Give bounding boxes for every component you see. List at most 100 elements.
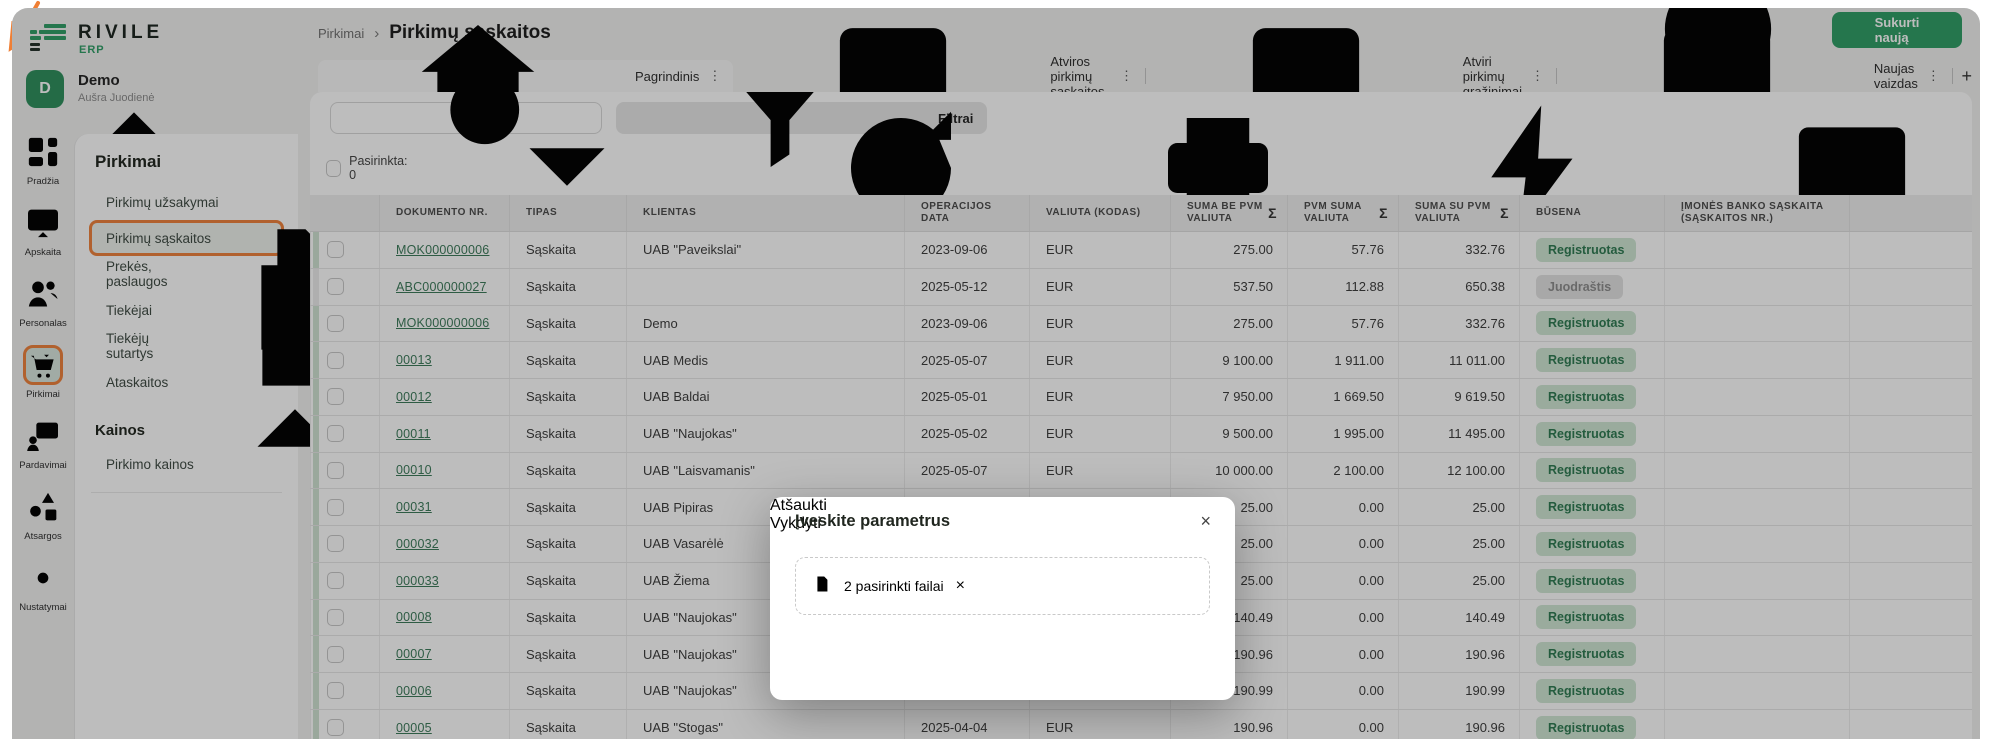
row-bank-cell <box>1664 709 1849 739</box>
document-link[interactable]: 00031 <box>396 500 432 515</box>
row-checkbox[interactable] <box>327 241 344 259</box>
header-suma-su-pvm[interactable]: SUMA SU PVM VALIUTA Σ <box>1398 195 1519 231</box>
document-link[interactable]: 000033 <box>396 573 439 588</box>
sidebar-item-prekes-paslaugos[interactable]: Prekės, paslaugos <box>89 256 284 292</box>
header-tipas[interactable]: TIPAS <box>509 195 626 231</box>
header-valiuta[interactable]: VALIUTA (KODAS) <box>1029 195 1170 231</box>
sidebar-item-tiekeju-sutartys[interactable]: Tiekėjų sutartys <box>89 328 284 364</box>
status-badge: Registruotas <box>1536 421 1637 446</box>
tab-kebab-icon[interactable]: ⋮ <box>1531 68 1545 83</box>
clear-files-icon[interactable]: × <box>955 577 965 594</box>
rail-item-pradzia[interactable]: Pradžia <box>12 126 74 197</box>
document-link[interactable]: 00013 <box>396 353 432 368</box>
row-net-cell: 275.00 <box>1170 305 1287 342</box>
close-icon[interactable]: × <box>1200 511 1211 531</box>
row-checkbox[interactable] <box>327 608 344 626</box>
add-tab-button[interactable]: + <box>1961 65 1973 86</box>
row-checkbox[interactable] <box>327 278 344 296</box>
sum-icon[interactable]: Σ <box>1379 205 1388 221</box>
tab-naujas-vaizdas[interactable]: Naujas vaizdas ⋮ <box>1557 60 1952 92</box>
document-link[interactable]: 000032 <box>396 536 439 551</box>
create-new-button[interactable]: Sukurti naują <box>1832 12 1962 48</box>
row-checkbox[interactable] <box>327 535 344 553</box>
header-suma-be-pvm[interactable]: SUMA BE PVM VALIUTA Σ <box>1170 195 1287 231</box>
sidebar-section-kainos[interactable]: Kainos <box>89 414 284 446</box>
document-link[interactable]: 00012 <box>396 389 432 404</box>
row-checkbox[interactable] <box>327 425 344 443</box>
row-status-cell: Registruotas <box>1519 599 1664 636</box>
rail-item-pardavimai[interactable]: Pardavimai <box>12 410 74 481</box>
table-toolbar: Pasirinkta: 0 Registruoti i.SAF <box>310 148 1972 188</box>
sidebar-item-tiekejai[interactable]: Tiekėjai <box>89 292 284 328</box>
rail-item-atsargos[interactable]: Atsargos <box>12 481 74 552</box>
tab-kebab-icon[interactable]: ⋮ <box>1119 68 1133 83</box>
header-pvm-suma[interactable]: PVM SUMA VALIUTA Σ <box>1287 195 1398 231</box>
header-operacijos-data[interactable]: OPERACIJOS DATA <box>904 195 1029 231</box>
table-row[interactable]: 00012 Sąskaita UAB Baldai 2025-05-01 EUR… <box>310 379 1972 416</box>
row-checkbox[interactable] <box>327 461 344 479</box>
row-filler-cell <box>1849 489 1972 525</box>
rail-item-pirkimai[interactable]: Pirkimai <box>12 339 74 410</box>
document-link[interactable]: MOK000000006 <box>396 316 490 331</box>
status-badge: Registruotas <box>1536 531 1637 556</box>
cancel-button[interactable]: Atšaukti <box>770 497 827 514</box>
table-row[interactable]: MOK000000006 Sąskaita UAB "Paveikslai" 2… <box>310 232 1972 269</box>
row-checkbox[interactable] <box>327 645 344 663</box>
sum-icon[interactable]: Σ <box>1500 205 1509 221</box>
workspace-switcher[interactable]: D Demo Aušra Juodienė <box>26 68 288 112</box>
header-klientas[interactable]: KLIENTAS <box>626 195 904 231</box>
document-link[interactable]: 00006 <box>396 683 432 698</box>
tab-separator <box>1556 68 1557 84</box>
header-busena[interactable]: BŪSENA <box>1519 195 1664 231</box>
header-bankas[interactable]: ĮMONĖS BANKO SĄSKAITA (SĄSKAITOS NR.) <box>1664 195 1849 231</box>
document-link[interactable]: 00011 <box>396 426 431 441</box>
table-row[interactable]: MOK000000006 Sąskaita Demo 2023-09-06 EU… <box>310 305 1972 343</box>
document-link[interactable]: 00008 <box>396 610 432 625</box>
header-dokumento-nr[interactable]: DOKUMENTO NR. <box>379 195 509 231</box>
sidebar-item-pirkimo-kainos[interactable]: Pirkimo kainos <box>89 446 284 482</box>
sidebar-item-pirkimu-saskaitos[interactable]: Pirkimų sąskaitos <box>89 220 284 256</box>
row-bank-cell <box>1664 673 1849 709</box>
sidebar-item-ataskaitos[interactable]: Ataskaitos <box>89 364 284 400</box>
status-badge: Registruotas <box>1536 458 1637 483</box>
row-checkbox[interactable] <box>327 351 344 369</box>
table-row[interactable]: 00013 Sąskaita UAB Medis 2025-05-07 EUR … <box>310 342 1972 379</box>
document-link[interactable]: 00010 <box>396 463 432 478</box>
table-row[interactable]: 00010 Sąskaita UAB "Laisvamanis" 2025-05… <box>310 452 1972 490</box>
rail-item-nustatymai[interactable]: Nustatymai <box>12 552 74 623</box>
select-all-checkbox[interactable] <box>326 159 342 177</box>
row-type-cell: Sąskaita <box>509 232 626 268</box>
row-checkbox[interactable] <box>327 314 344 332</box>
selection-control[interactable]: Pasirinkta: 0 <box>326 92 717 245</box>
tab-pagrindinis[interactable]: Pagrindinis ⋮ <box>318 60 734 92</box>
sidebar-item-label: Pirkimų sąskaitos <box>106 230 212 246</box>
sum-icon[interactable]: Σ <box>1268 205 1277 221</box>
row-net-cell: 275.00 <box>1170 232 1287 268</box>
rail-label: Nustatymai <box>19 602 67 613</box>
document-link[interactable]: 00005 <box>396 720 432 735</box>
tab-kebab-icon[interactable]: ⋮ <box>708 68 722 83</box>
rail-item-apskaita[interactable]: Apskaita <box>12 197 74 268</box>
row-status-strip <box>313 305 319 342</box>
table-row[interactable]: ABC000000027 Sąskaita 2025-05-12 EUR 537… <box>310 268 1972 306</box>
sidebar-item-pirkimu-uzsakymai[interactable]: Pirkimų užsakymai <box>89 184 284 220</box>
document-link[interactable]: MOK000000006 <box>396 242 490 257</box>
selected-files-dropzone[interactable]: 2 pasirinkti failai × <box>795 557 1210 615</box>
row-vat-cell: 0.00 <box>1287 562 1398 599</box>
row-checkbox[interactable] <box>327 388 344 406</box>
row-checkbox[interactable] <box>327 572 344 590</box>
document-link[interactable]: ABC000000027 <box>396 279 487 294</box>
row-vat-cell: 0.00 <box>1287 673 1398 709</box>
document-link[interactable]: 00007 <box>396 647 432 662</box>
table-header: DOKUMENTO NR. TIPAS KLIENTAS OPERACIJOS … <box>310 195 1972 232</box>
row-checkbox[interactable] <box>327 682 344 700</box>
row-checkbox[interactable] <box>327 498 344 516</box>
submit-button[interactable]: Vykdyti <box>770 515 821 532</box>
row-checkbox[interactable] <box>327 719 344 737</box>
tab-kebab-icon[interactable]: ⋮ <box>1926 68 1940 83</box>
breadcrumb-parent[interactable]: Pirkimai <box>318 25 365 41</box>
row-select-cell <box>310 232 379 268</box>
rail-item-personalas[interactable]: Personalas <box>12 268 74 339</box>
table-row[interactable]: 00011 Sąskaita UAB "Naujokas" 2025-05-02… <box>310 415 1972 453</box>
table-row[interactable]: 00005 Sąskaita UAB "Stogas" 2025-04-04 E… <box>310 709 1972 739</box>
